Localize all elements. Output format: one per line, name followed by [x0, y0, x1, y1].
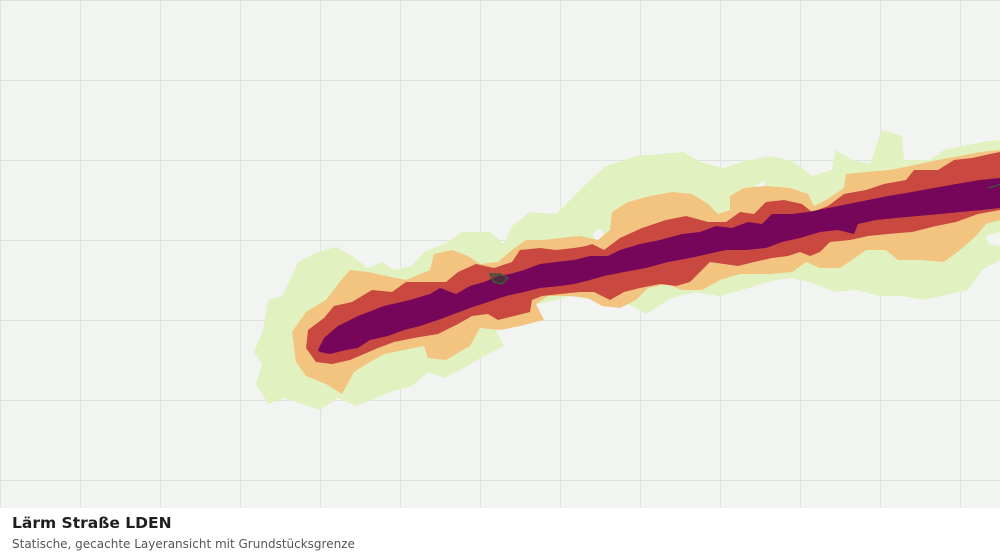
layer-title: Lärm Straße LDEN [12, 514, 172, 532]
noise-map [0, 0, 1000, 508]
parcel-boundary-east[interactable] [987, 183, 1000, 189]
noise-band-4 [318, 178, 1000, 354]
layer-caption: Lärm Straße LDEN Statische, gecachte Lay… [0, 508, 1000, 560]
map-canvas[interactable] [0, 0, 1000, 508]
noise-band-1-pocket [986, 232, 1000, 246]
layer-subtitle: Statische, gecachte Layeransicht mit Gru… [12, 537, 355, 551]
parcel-boundary[interactable] [488, 273, 510, 285]
